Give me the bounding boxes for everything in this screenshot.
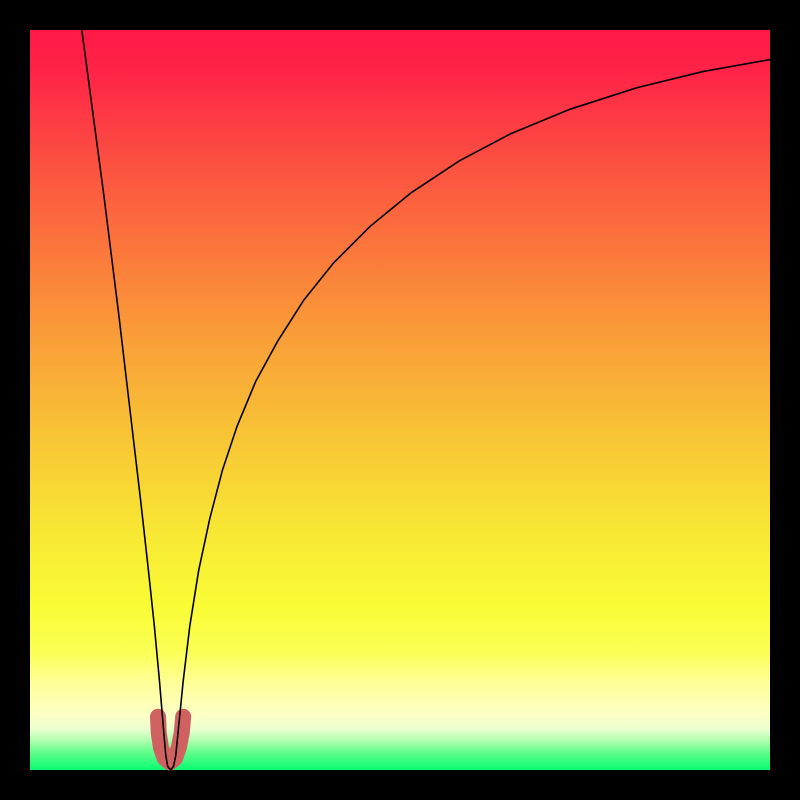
- plot-area: [30, 30, 770, 770]
- bottleneck-curve: [82, 30, 770, 770]
- chart-stage: TheBottleneck.com: [0, 0, 800, 800]
- curve-layer: [30, 30, 770, 770]
- chart-frame: [0, 0, 800, 800]
